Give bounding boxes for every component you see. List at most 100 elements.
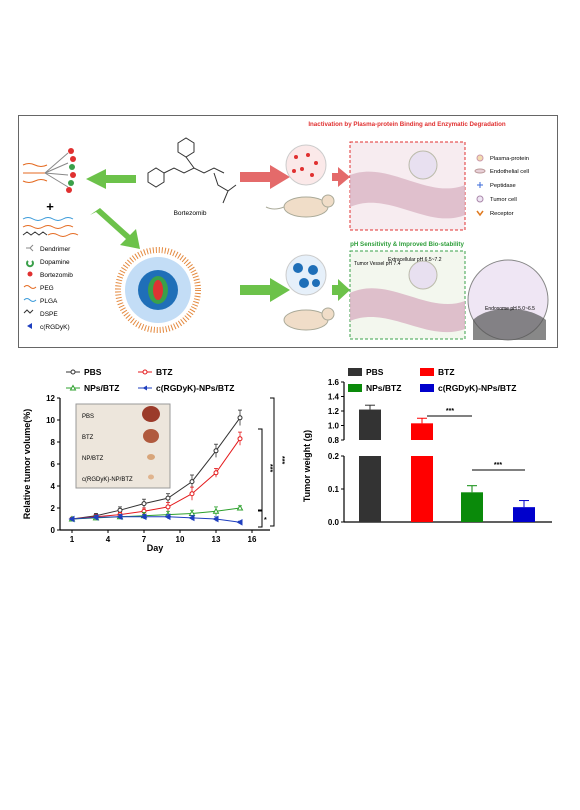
endosome-label: Endosome pH 5.0~6.5 [485, 306, 535, 312]
data-point [188, 514, 195, 522]
mouse-icon-2 [283, 307, 335, 331]
legend-dendrimer: Dendrimer [40, 246, 71, 253]
tumor-photo-np-btz [147, 454, 155, 460]
legend-peg: PEG [40, 285, 54, 292]
bar-upper-0 [359, 409, 381, 440]
arrow-right-green-icon-2 [332, 279, 350, 301]
inset-label-btz: BTZ [82, 435, 94, 441]
tumor-vessel-label: Tumor Vessel pH 7.4 [354, 261, 401, 267]
sig-btz: *** [266, 464, 273, 472]
line-x-label: Day [147, 543, 164, 553]
y-tick-label: 1.4 [328, 393, 340, 402]
x-tick-label: 7 [142, 535, 147, 544]
data-point [68, 515, 75, 523]
y-tick-label: 1.6 [328, 378, 340, 387]
significance-brackets [258, 397, 275, 528]
nanoparticles-cluster-icon [285, 254, 327, 296]
y-tick-label: 4 [51, 482, 56, 491]
legend-peptidase: Peptidase [490, 183, 516, 189]
legend-dopamine: Dopamine [40, 259, 70, 266]
y-tick-label: 0.8 [328, 436, 340, 445]
arrow-down-green-icon [90, 208, 140, 249]
tumor-photo-pbs [142, 406, 160, 422]
y-tick-label: 12 [46, 394, 55, 403]
peg-plga-chain-icon [22, 217, 79, 237]
y-tick-label: 1.0 [328, 422, 340, 431]
legend-marker [70, 369, 76, 375]
bar-chart-legend: PBS BTZ NPs/BTZ c(RGDyK)-NPs/BTZ [348, 367, 516, 393]
nanoparticle-icon [115, 247, 201, 333]
tumor-weight-chart: 0.8 1.0 1.2 1.4 1.6 0.0 0.1 0.2 PBS BTZ NPs/BTZ c(… [302, 367, 552, 527]
legend-marker [69, 384, 77, 391]
data-point [141, 501, 147, 507]
y-tick-label: 1.2 [328, 407, 340, 416]
legend-rgdyk: c(RGDyK) [40, 324, 70, 331]
x-tick-label: 1 [70, 535, 75, 544]
inset-label-rgdyk: c(RGDyK)-NP/BTZ [82, 477, 133, 483]
legend-label: NPs/BTZ [84, 383, 119, 393]
legend-endothelial: Endothelial cell [490, 169, 529, 175]
arrow-right-green-icon [240, 278, 290, 302]
drug-name-label: Bortezomib [174, 210, 207, 217]
component-legend: Dendrimer Dopamine Bortezomib PEG PLGA D… [40, 246, 73, 331]
legend-label: BTZ [438, 367, 455, 377]
x-tick-label: 13 [212, 535, 221, 544]
data-point [140, 513, 147, 521]
tumor-photo-btz [143, 429, 159, 443]
data-point [236, 518, 243, 526]
legend-swatch [420, 384, 434, 392]
legend-plga: PLGA [40, 298, 58, 305]
data-point [165, 495, 171, 501]
legend-plasma-protein: Plasma-protein [490, 156, 529, 162]
legend-label: PBS [84, 367, 102, 377]
legend-label: c(RGDyK)-NPs/BTZ [156, 383, 234, 393]
bar-3 [513, 507, 535, 522]
series-line-1 [71, 438, 241, 520]
legend-marker [142, 369, 148, 375]
data-point [189, 479, 195, 485]
y-tick-label: 0.2 [328, 452, 340, 461]
data-point [189, 491, 195, 497]
legend-swatch [348, 368, 362, 376]
legend-receptor: Receptor [490, 211, 514, 217]
bar-lower-1 [411, 456, 433, 522]
sig-bar-2: *** [494, 462, 502, 469]
inset-label-pbs: PBS [82, 414, 94, 420]
data-point [237, 436, 243, 442]
y-tick-label: 8 [51, 438, 56, 447]
legend-label: PBS [366, 367, 384, 377]
sig-bar-1: *** [446, 408, 454, 415]
mouse-icon [265, 194, 335, 218]
top-legend: Plasma-protein Endothelial cell Peptidas… [490, 156, 529, 217]
data-point [116, 513, 123, 521]
data-point [213, 448, 219, 454]
data-point [188, 509, 196, 516]
legend-tumor-cell: Tumor cell [490, 197, 517, 203]
legend-swatch [348, 384, 362, 392]
plus-sign: + [46, 199, 54, 214]
data-point [92, 514, 99, 521]
data-point [117, 507, 123, 513]
line-chart-legend: PBS BTZ NPs/BTZ c(RGDyK)-NPs/BTZ [66, 367, 234, 393]
dendrimer-icon [22, 148, 76, 193]
tumor-photo-inset: PBS BTZ NP/BTZ c(RGDyK)-NP/BTZ [75, 403, 171, 489]
bar-lower-0 [359, 456, 381, 522]
y-tick-label: 6 [51, 460, 56, 469]
bar-y-label: Tumor weight (g) [302, 430, 312, 502]
legend-bortezomib: Bortezomib [40, 272, 73, 279]
data-point [237, 415, 243, 421]
inset-label-np-btz: NP/BTZ [82, 456, 104, 462]
data-point [212, 507, 220, 514]
data-point [236, 504, 244, 511]
line-y-label: Relative tumor volume(%) [22, 409, 32, 520]
data-point [164, 513, 171, 521]
bar-upper-1 [411, 423, 433, 440]
x-tick-label: 10 [176, 535, 185, 544]
series-line-0 [71, 417, 241, 520]
legend-dspe: DSPE [40, 311, 58, 318]
legend-marker [142, 385, 147, 391]
top-title: Inactivation by Plasma-protein Binding a… [308, 121, 506, 128]
series-line-3 [71, 516, 241, 523]
arrow-left-icon [86, 169, 136, 189]
